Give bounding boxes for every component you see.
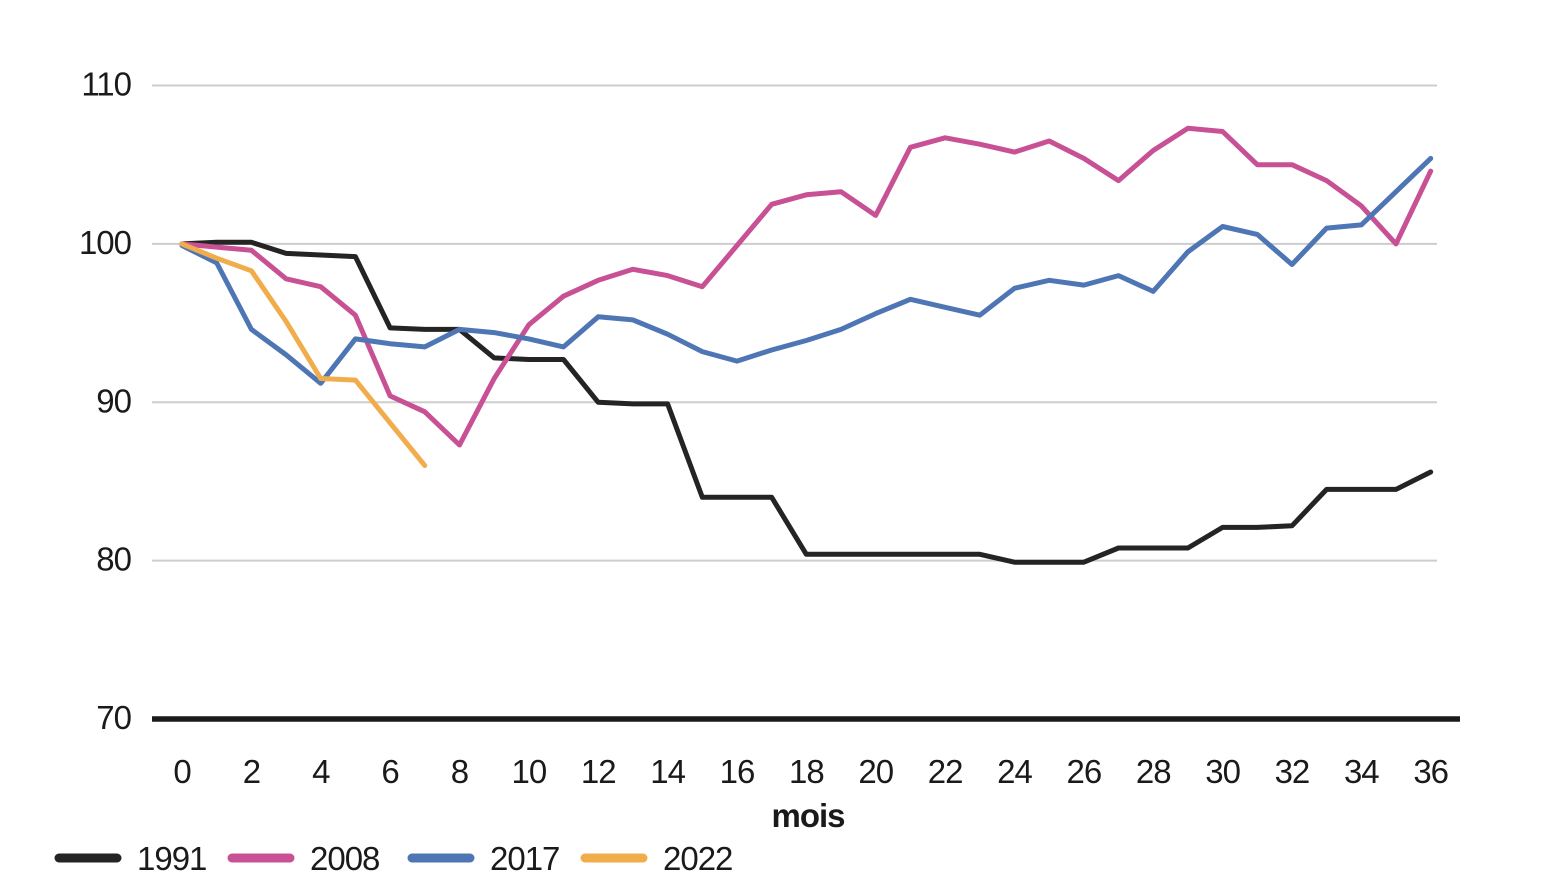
series-line-2022 (179, 241, 428, 469)
series-line-2017 (179, 155, 1434, 386)
x-axis-label-16: 16 (720, 753, 755, 790)
x-axis-label-14: 14 (650, 753, 685, 790)
y-axis-label-90: 90 (96, 382, 131, 419)
series-line-2008 (179, 125, 1434, 448)
x-axis-label-36: 36 (1413, 753, 1448, 790)
y-axis-label-80: 80 (96, 541, 131, 578)
x-axis-label-6: 6 (381, 753, 398, 790)
x-axis-label-0: 0 (173, 753, 191, 790)
x-axis-label-2: 2 (243, 753, 260, 790)
x-axis-label-4: 4 (312, 753, 330, 790)
legend-label-2017: 2017 (490, 840, 559, 877)
y-axis-label-70: 70 (96, 699, 131, 736)
legend-label-1991: 1991 (137, 840, 206, 877)
y-axis-label-100: 100 (79, 224, 132, 261)
legend-label-2008: 2008 (310, 840, 379, 877)
x-axis-label-24: 24 (997, 753, 1032, 790)
x-axis-label-8: 8 (451, 753, 468, 790)
x-axis-label-32: 32 (1275, 753, 1310, 790)
series-line-1991 (179, 239, 1434, 565)
x-axis-label-22: 22 (928, 753, 963, 790)
x-axis-label-12: 12 (581, 753, 616, 790)
x-axis-label-10: 10 (512, 753, 547, 790)
x-axis-label-18: 18 (789, 753, 824, 790)
legend-label-2022: 2022 (663, 840, 732, 877)
x-axis-label-20: 20 (858, 753, 893, 790)
x-axis-label-30: 30 (1205, 753, 1240, 790)
x-axis-label-28: 28 (1136, 753, 1171, 790)
y-axis-label-110: 110 (81, 66, 131, 103)
x-axis-label-26: 26 (1066, 753, 1101, 790)
x-axis-label-34: 34 (1344, 753, 1379, 790)
x-axis-title: mois (771, 797, 844, 834)
